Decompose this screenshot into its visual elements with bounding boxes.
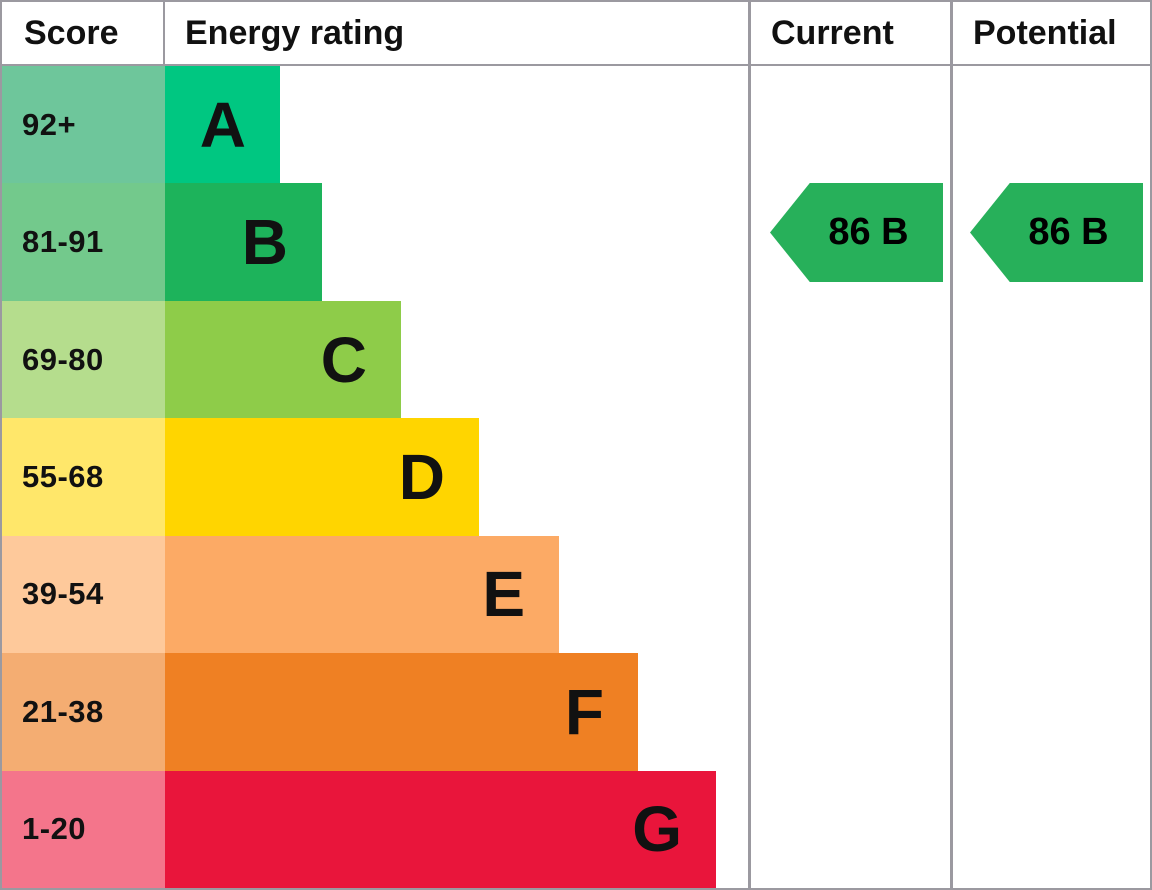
rating-bar-c: C [165, 300, 401, 419]
band-letter-c: C [320, 323, 367, 396]
score-range-d: 55-68 [2, 418, 165, 536]
rating-bar-f: F [165, 653, 638, 771]
current-column-header: Current [748, 2, 950, 66]
potential-column-header: Potential [950, 2, 1150, 66]
potential-rating-label: 86 B [1028, 211, 1109, 253]
current-column: 86 B [748, 66, 950, 888]
bar-area-a: A [165, 66, 748, 184]
band-letter-f: F [564, 675, 604, 748]
bar-area-c: C [165, 300, 748, 419]
bar-area-g: G [165, 770, 748, 888]
rating-bar-a: A [165, 66, 280, 184]
bar-area-d: D [165, 418, 748, 536]
current-rating-arrow: 86 B [770, 183, 943, 282]
band-letter-b: B [241, 206, 288, 279]
band-letter-g: G [632, 793, 682, 866]
current-rating-label: 86 B [828, 211, 909, 253]
score-range-g: 1-20 [2, 770, 165, 888]
rating-bar-b: B [165, 183, 322, 301]
band-letter-d: D [398, 440, 445, 513]
score-range-a: 92+ [2, 66, 165, 184]
score-column-header: Score [2, 2, 165, 66]
bar-area-f: F [165, 653, 748, 771]
bar-area-e: E [165, 535, 748, 654]
score-range-e: 39-54 [2, 535, 165, 654]
rating-bar-d: D [165, 418, 479, 536]
score-range-c: 69-80 [2, 300, 165, 419]
score-range-f: 21-38 [2, 653, 165, 771]
potential-column: 86 B [950, 66, 1150, 888]
score-range-b: 81-91 [2, 183, 165, 301]
rating-bar-e: E [165, 535, 559, 654]
bar-area-b: B [165, 183, 748, 301]
potential-rating-arrow: 86 B [970, 183, 1143, 282]
band-letter-a: A [199, 88, 246, 161]
energy-rating-column-header: Energy rating [165, 2, 748, 66]
band-letter-e: E [482, 558, 525, 631]
rating-bar-g: G [165, 770, 716, 888]
